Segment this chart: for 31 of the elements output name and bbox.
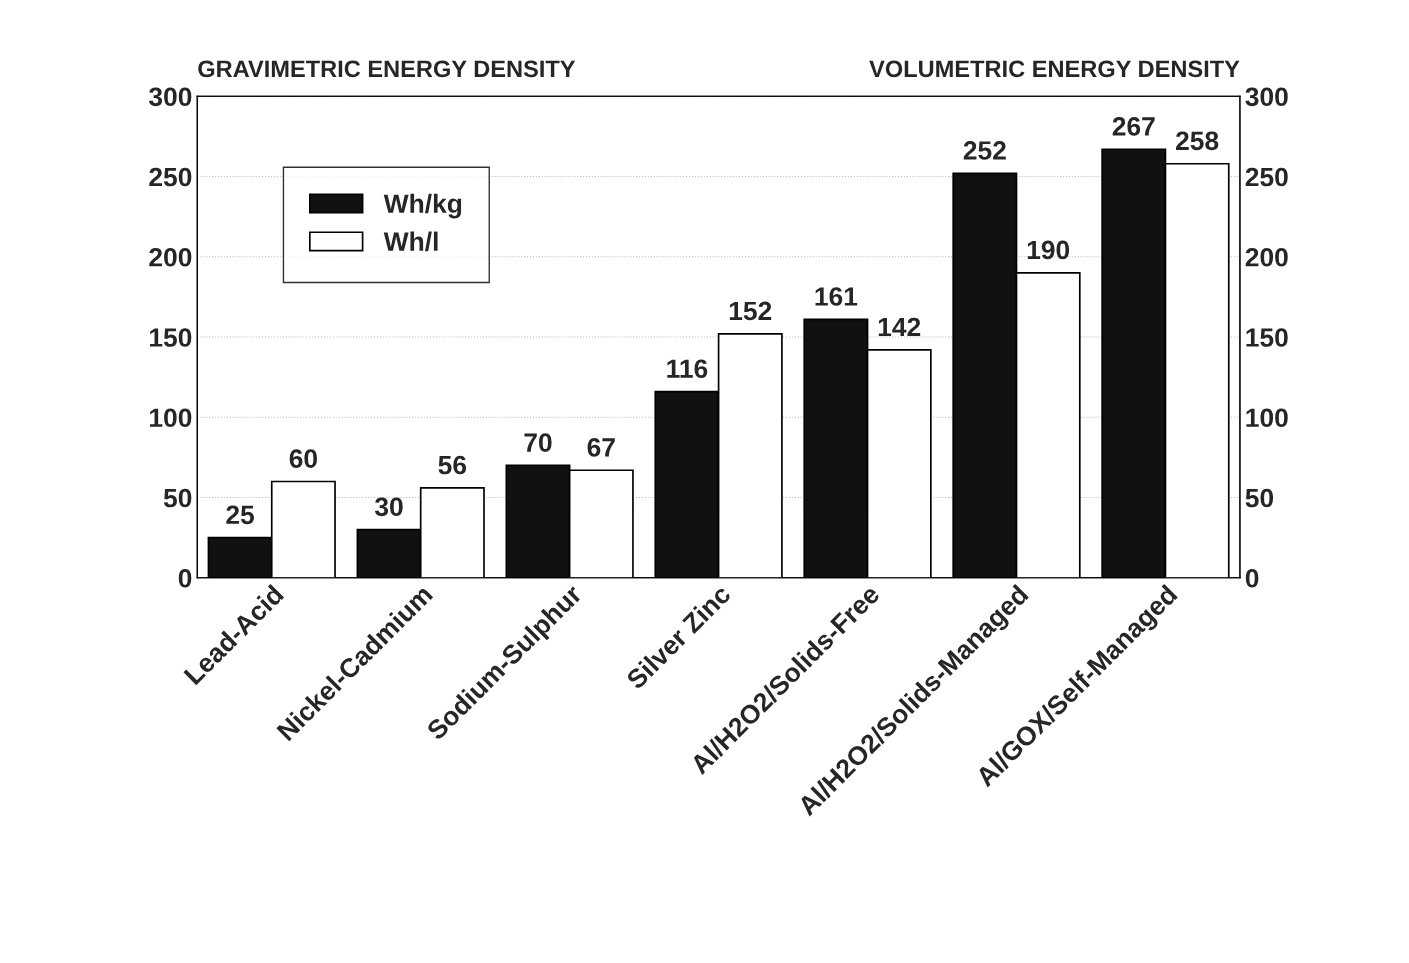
data-label: 258 [1176,131,1219,151]
legend-label: Wh/kg [383,193,462,219]
data-label: 267 [1112,117,1155,136]
data-label: 142 [878,317,921,337]
y2-tick-label: 300 [1245,87,1288,107]
data-label: 190 [1027,240,1070,260]
y-tick-label: 150 [150,328,192,347]
data-label: 116 [667,359,708,379]
y2-tick-label: 200 [1245,247,1288,267]
data-label: 30 [374,497,403,517]
y2-tick-label: 0 [1245,568,1259,588]
y-tick-label: 300 [148,87,192,107]
y2-tick-label: 250 [1245,167,1288,187]
data-label: 25 [226,505,255,525]
data-label: 161 [815,287,858,306]
y2-tick-label: 150 [1246,328,1288,347]
data-label: 70 [524,433,552,452]
y-tick-label: 200 [149,247,192,267]
y2-axis-title: VOLUMETRIC ENERGY DENSITY [869,60,1240,78]
y2-tick-label: 50 [1245,488,1274,508]
y2-tick-label: 100 [1246,408,1288,428]
legend-label: Wh/l [383,231,438,252]
data-label: 152 [729,301,772,321]
data-label: 60 [289,449,317,468]
y-tick-label: 100 [150,408,192,428]
y-tick-label: 250 [149,167,192,187]
data-label: 67 [587,438,615,457]
y-axis-title: GRAVIMETRIC ENERGY DENSITY [198,60,576,78]
data-label: 56 [438,455,467,475]
y-tick-label: 50 [163,488,192,508]
data-label: 252 [963,141,1006,160]
